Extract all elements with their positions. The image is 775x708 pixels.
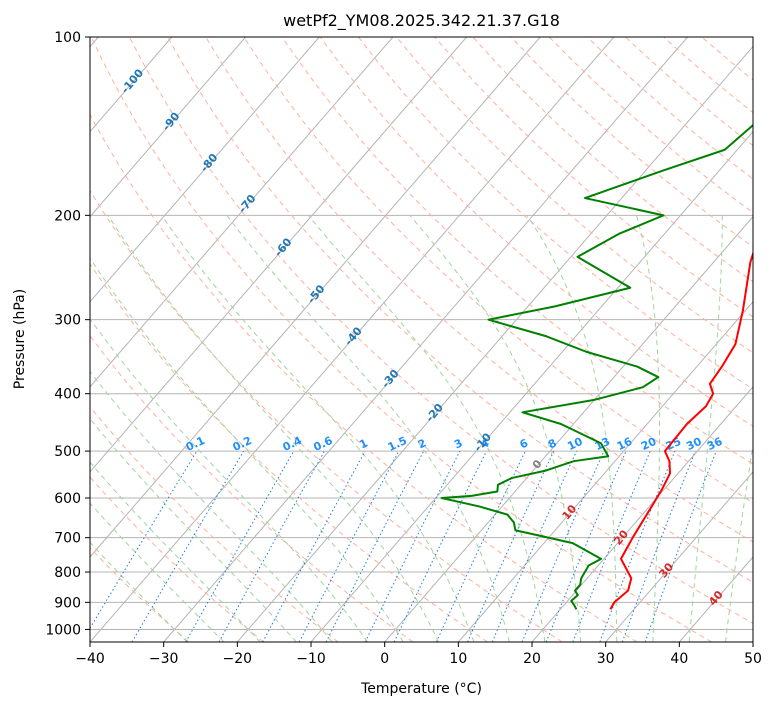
isotherm-line xyxy=(90,37,541,558)
dry-adiabat-line xyxy=(90,405,339,642)
isotherm-line xyxy=(90,37,394,388)
grid-lines xyxy=(90,37,753,642)
mixing-ratio-line xyxy=(185,450,295,642)
moist-adiabat-line xyxy=(635,215,661,642)
dry-adiabat-line xyxy=(90,263,488,642)
mixing-ratio-line xyxy=(218,450,325,642)
x-tick-label: 40 xyxy=(670,651,688,667)
dry-adiabat-line xyxy=(357,37,753,390)
dry-adiabat-line xyxy=(472,37,753,283)
x-tick-label: 30 xyxy=(597,651,615,667)
dry-adiabat-line xyxy=(90,37,712,642)
dry-adiabat-line xyxy=(128,37,753,624)
isotherm-line xyxy=(90,37,246,218)
mixing-ratio-label: 20 xyxy=(639,435,659,453)
isotherm-line xyxy=(531,386,753,642)
y-tick-label: 200 xyxy=(54,208,81,224)
moist-adiabats xyxy=(90,215,753,642)
mixing-ratio-line xyxy=(90,450,198,630)
dry-adiabat-line xyxy=(90,476,264,642)
moist-adiabat-line xyxy=(307,215,546,642)
dry-adiabat-line xyxy=(281,37,753,465)
y-tick-label: 400 xyxy=(54,387,81,403)
mixing-ratio-line xyxy=(621,450,696,642)
mixing-ratio-line xyxy=(491,450,578,642)
sounding-series xyxy=(440,123,753,610)
mixing-ratio-label: 16 xyxy=(615,435,635,453)
moist-adiabat-line xyxy=(226,215,510,642)
temperature-line xyxy=(609,250,753,610)
moist-adiabat-line xyxy=(161,215,475,642)
mixing-ratio-label: 36 xyxy=(705,435,725,453)
isotherm-line xyxy=(236,45,753,642)
isotherm-line xyxy=(457,300,753,642)
dry-adiabat-line xyxy=(90,189,563,642)
moist-adiabat-line xyxy=(90,370,333,642)
moist-adiabat-line xyxy=(688,215,723,642)
isotherm-line xyxy=(90,37,320,303)
x-axis-title: Temperature (°C) xyxy=(360,681,482,697)
mixing-ratio-line xyxy=(262,450,366,642)
plot-background xyxy=(90,37,753,642)
x-tick-label: 0 xyxy=(380,651,389,667)
plot-area: 0.1 0.2 0.4 0.6 1 1.5 2 3 4 6 8 10 13 16 20 25 30 36-100-… xyxy=(90,37,753,642)
x-tick-label: −30 xyxy=(149,651,179,667)
dry-adiabats xyxy=(90,37,753,642)
y-tick-label: 100 xyxy=(54,30,81,46)
y-tick-label: 1000 xyxy=(45,622,81,638)
isotherm-line xyxy=(90,37,615,642)
y-tick-label: 300 xyxy=(54,313,81,329)
dewpoint-line xyxy=(440,123,753,610)
y-tick-label: 900 xyxy=(54,595,81,611)
moist-adiabat-line xyxy=(409,215,582,642)
mixing-ratio-label: 25 xyxy=(664,435,683,453)
dry-adiabat-line xyxy=(90,113,638,642)
axes: −40 −30 −20 −10 0 10 20 30 40 50 100 200 300 400 500 60… xyxy=(45,30,762,667)
chart-title: wetPf2_YM08.2025.342.21.37.G18 xyxy=(283,11,560,31)
x-tick-label: −10 xyxy=(296,651,326,667)
mixing-ratio-line xyxy=(521,450,605,642)
x-tick-label: 50 xyxy=(744,651,762,667)
y-tick-label: 500 xyxy=(54,444,81,460)
y-tick-label: 800 xyxy=(54,565,81,581)
dry-adiabat-line xyxy=(243,37,753,504)
x-tick-label: 10 xyxy=(449,651,467,667)
moist-adiabat-line xyxy=(90,257,404,642)
isotherm-line xyxy=(163,37,688,642)
isotherm-line xyxy=(605,471,753,642)
moist-adiabat-line xyxy=(90,318,369,642)
x-tick-label: −20 xyxy=(223,651,253,667)
mixing-ratio-lines xyxy=(90,450,717,642)
isotherm-line xyxy=(90,37,467,473)
mixing-ratio-label: 10 xyxy=(565,435,585,453)
y-tick-label: 700 xyxy=(54,531,81,547)
mixing-ratio-label: 30 xyxy=(684,435,704,453)
mixing-ratio-line xyxy=(599,450,676,642)
isotherm-line xyxy=(384,215,753,642)
mixing-ratio-line xyxy=(644,450,717,642)
x-tick-label: −40 xyxy=(75,651,105,667)
moist-adiabat-line xyxy=(90,417,297,642)
mixing-ratio-line xyxy=(572,450,651,642)
y-tick-label: 600 xyxy=(54,491,81,507)
plot-frame xyxy=(89,36,754,643)
mixing-ratio-line xyxy=(545,450,627,642)
x-tick-label: 20 xyxy=(523,651,541,667)
dry-adiabat-line xyxy=(90,335,414,642)
mixing-ratio-line xyxy=(364,450,461,642)
dry-adiabat-line xyxy=(396,37,753,354)
mixing-ratio-line xyxy=(467,450,555,642)
y-axis-title: Pressure (hPa) xyxy=(12,289,28,389)
moist-adiabat-line xyxy=(725,441,753,642)
